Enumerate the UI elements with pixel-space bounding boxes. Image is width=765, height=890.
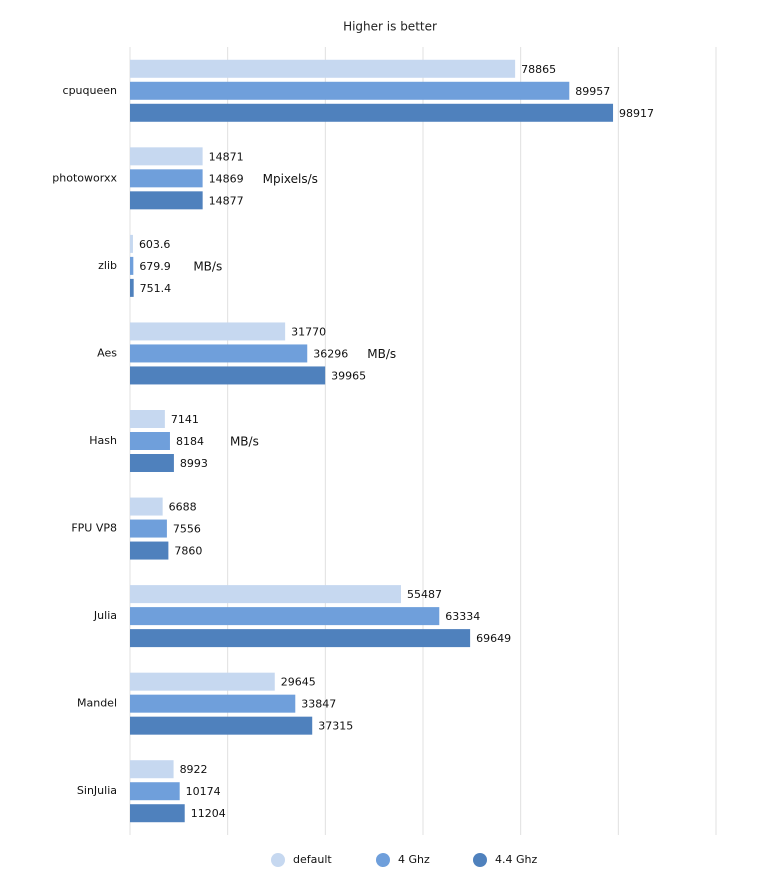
bar (130, 256, 134, 275)
value-label: 8993 (180, 457, 208, 470)
bar (130, 760, 174, 779)
category-label: Julia (93, 609, 117, 622)
category-label: FPU VP8 (71, 522, 117, 535)
bar (130, 278, 134, 297)
value-label: 69649 (476, 632, 511, 645)
legend-label: 4 Ghz (398, 853, 430, 866)
category-label: Hash (89, 434, 117, 447)
unit-annotation: MB/s (193, 259, 222, 273)
category-label: cpuqueen (63, 84, 117, 97)
category-label: SinJulia (77, 784, 117, 797)
bar (130, 432, 170, 450)
value-label: 751.4 (140, 282, 172, 295)
value-label: 33847 (301, 698, 336, 711)
bar (130, 234, 133, 253)
value-label: 7556 (173, 523, 201, 536)
value-label: 11204 (191, 807, 226, 820)
bar (130, 191, 203, 210)
value-label: 7860 (174, 545, 202, 558)
bar (130, 629, 471, 648)
value-label: 31770 (291, 325, 326, 338)
bar (130, 344, 308, 363)
bar (130, 147, 203, 166)
value-label: 63334 (445, 610, 480, 623)
value-label: 89957 (575, 85, 610, 98)
bar (130, 519, 167, 538)
bar (130, 81, 570, 100)
bar (130, 716, 313, 735)
bar (130, 585, 401, 604)
legend-label: 4.4 Ghz (495, 853, 537, 866)
value-label: 14877 (209, 194, 244, 207)
value-label: 98917 (619, 107, 654, 120)
bar (130, 672, 275, 691)
unit-annotation: MB/s (230, 435, 259, 449)
category-label: zlib (98, 259, 117, 272)
value-label: 78865 (521, 63, 556, 76)
category-label: Aes (97, 346, 117, 359)
category-label: Mandel (77, 697, 117, 710)
bar (130, 541, 169, 560)
value-label: 679.9 (139, 260, 171, 273)
legend-marker (376, 853, 390, 867)
category-label: photoworxx (52, 171, 117, 184)
bar (130, 694, 296, 713)
bar (130, 366, 326, 385)
bar (130, 103, 614, 122)
bar (130, 497, 163, 516)
bar (130, 454, 174, 472)
value-label: 8922 (180, 763, 208, 776)
unit-annotation: Mpixels/s (263, 172, 318, 186)
value-label: 603.6 (139, 238, 171, 251)
value-label: 10174 (186, 785, 221, 798)
legend-marker (271, 853, 285, 867)
value-label: 39965 (331, 369, 366, 382)
chart-title: Higher is better (343, 20, 437, 34)
unit-annotation: MB/s (367, 347, 396, 361)
legend-label: default (293, 853, 332, 866)
value-label: 14871 (209, 150, 244, 163)
legend-marker (473, 853, 487, 867)
value-label: 7141 (171, 413, 199, 426)
bar (130, 607, 440, 626)
bar (130, 782, 180, 801)
value-label: 14869 (209, 172, 244, 185)
value-label: 55487 (407, 588, 442, 601)
bar (130, 322, 286, 341)
bar (130, 169, 203, 188)
bar (130, 59, 516, 78)
value-label: 29645 (281, 676, 316, 689)
bar (130, 410, 165, 428)
value-label: 37315 (318, 720, 353, 733)
value-label: 6688 (169, 501, 197, 514)
value-label: 36296 (313, 347, 348, 360)
bar (130, 804, 185, 823)
value-label: 8184 (176, 435, 204, 448)
